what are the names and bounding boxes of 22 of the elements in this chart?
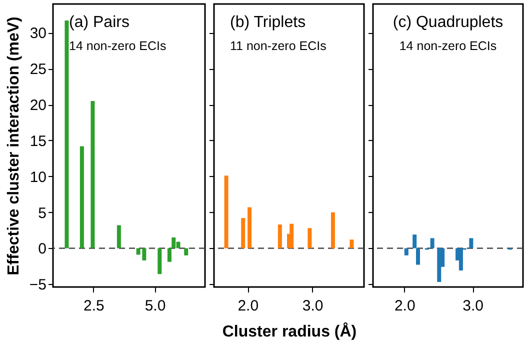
text: (c) Quadruplets	[392, 14, 504, 31]
y-tick-label: 15	[30, 132, 46, 150]
y-tick-label: −5	[29, 276, 46, 294]
y-axis-title: Effective cluster interaction (meV)	[5, 16, 22, 276]
x-tick-label: 5.0	[144, 298, 166, 314]
x-tick-label: 3.0	[302, 298, 324, 314]
y-tick-label: 10	[30, 168, 46, 186]
y-tick-label: 30	[30, 25, 46, 42]
x-tick-label: 3.0	[462, 298, 484, 314]
y-tick-label: 5	[38, 204, 46, 222]
x-tick-label: 2.5	[84, 298, 104, 314]
x-tick-label: 2.0	[238, 298, 259, 314]
text: (b) Triplets	[230, 14, 306, 31]
x-axis-title: Cluster radius (Å)	[222, 322, 357, 340]
text: 14 non-zero ECIs	[69, 39, 166, 53]
text: 14 non-zero ECIs	[399, 39, 497, 53]
y-tick-label: 25	[30, 61, 46, 78]
y-tick-label: 20	[30, 97, 46, 114]
y-tick-label: 0	[38, 240, 46, 258]
text: (a) Pairs	[69, 14, 130, 31]
text: 11 non-zero ECIs	[230, 39, 326, 53]
x-tick-label: 2.0	[394, 298, 416, 314]
